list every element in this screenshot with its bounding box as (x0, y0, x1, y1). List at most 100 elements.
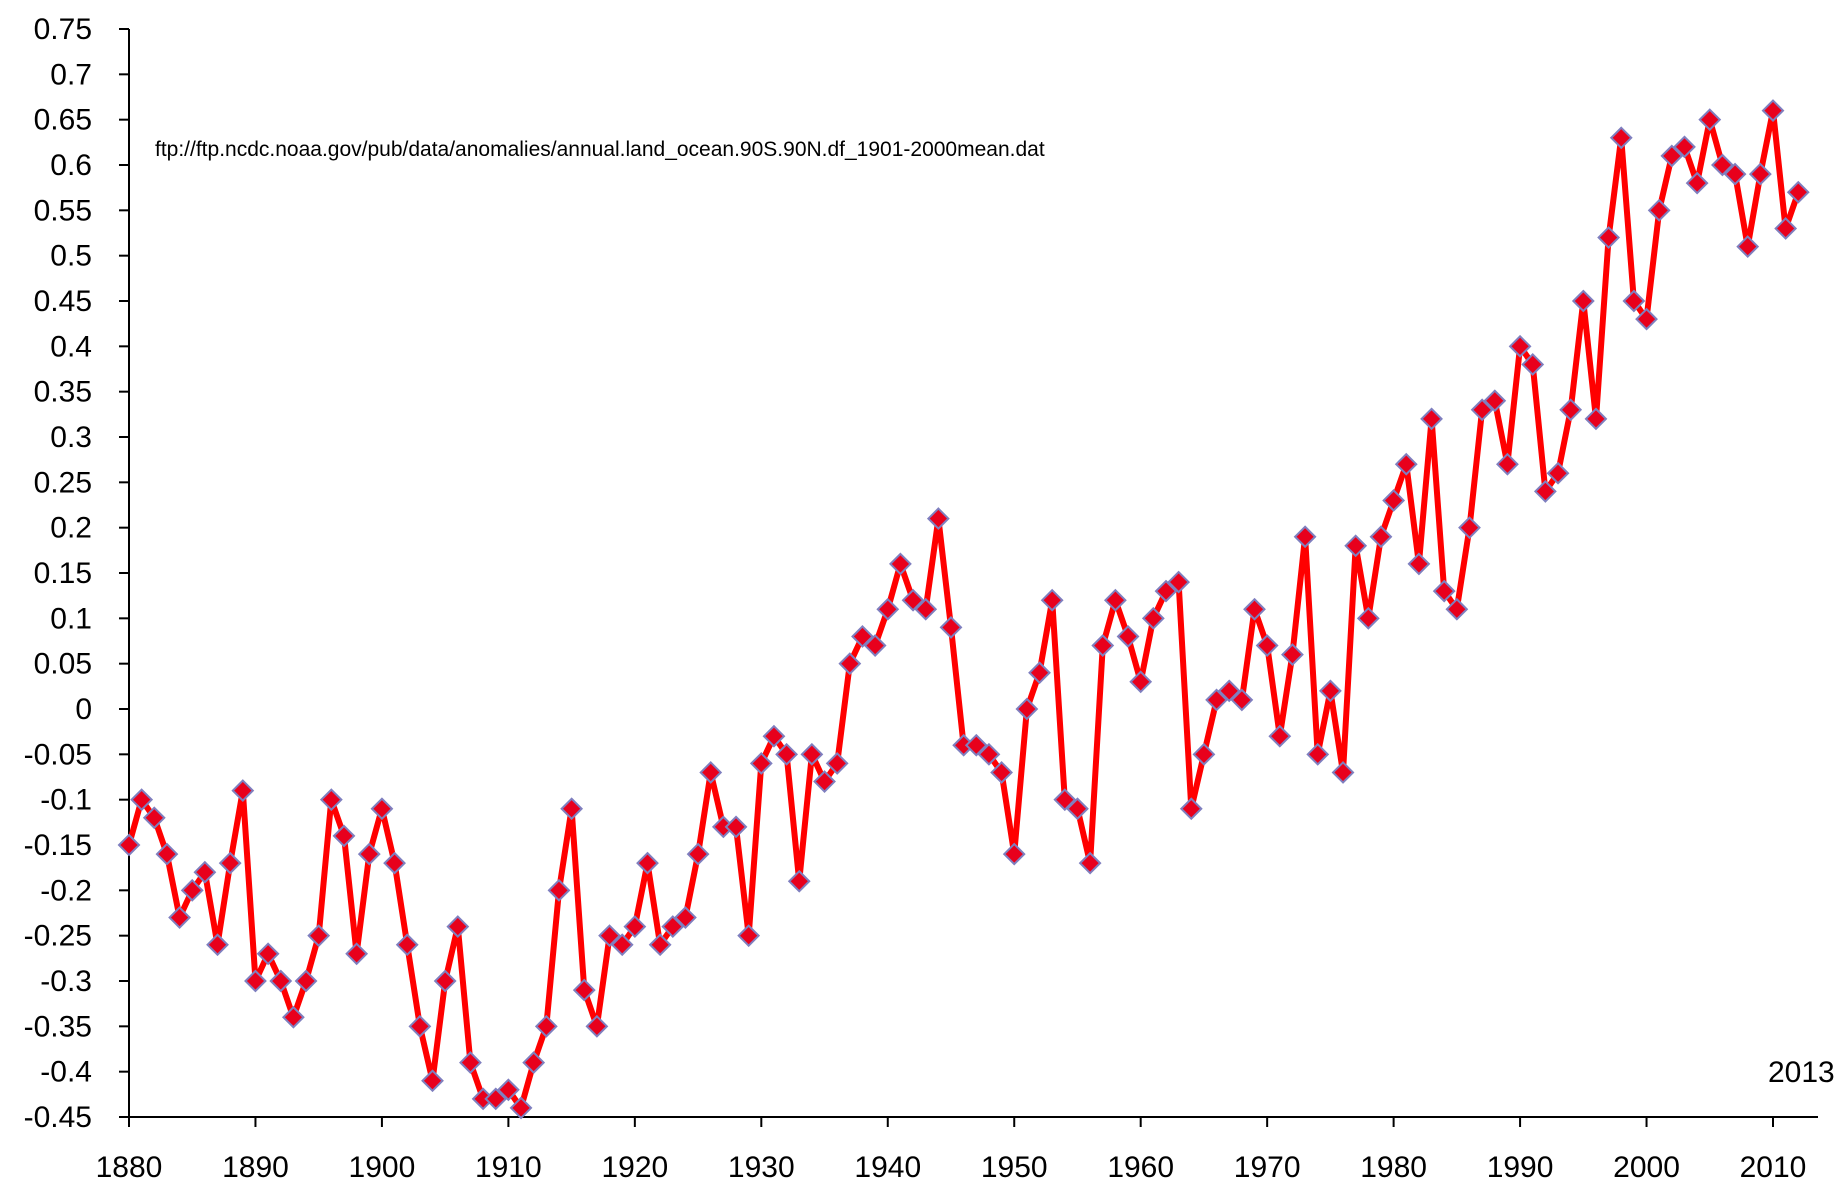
data-point-marker (1673, 135, 1696, 159)
y-tick-label: 0.75 (34, 13, 92, 46)
data-point-marker (1521, 353, 1545, 376)
x-tick-label: 1890 (222, 1151, 289, 1184)
y-tick-label: 0.35 (34, 376, 92, 409)
y-tick-label: 0.25 (34, 466, 92, 499)
data-point-marker (1192, 742, 1216, 766)
data-point-marker (1622, 289, 1646, 313)
data-point-marker (1685, 171, 1709, 195)
data-point-marker (155, 842, 179, 866)
data-point-marker (610, 933, 634, 957)
data-point-marker (1028, 661, 1051, 685)
data-point-marker (180, 878, 204, 902)
data-point-marker (1748, 162, 1772, 186)
x-tick-label: 1900 (349, 1151, 416, 1184)
data-point-marker (1318, 679, 1342, 703)
data-point-marker (1774, 217, 1798, 240)
x-tick-label: 1880 (96, 1151, 163, 1184)
x-tick-label: 1980 (1360, 1151, 1427, 1184)
data-point-marker (686, 842, 710, 866)
data-point-marker (585, 1014, 609, 1038)
y-tick-label: -0.1 (40, 784, 92, 817)
data-point-marker (1660, 144, 1684, 168)
data-point-marker (1103, 588, 1127, 612)
data-point-marker (749, 751, 773, 775)
data-point-marker (623, 915, 647, 939)
data-point-marker (1445, 597, 1469, 621)
data-point-marker (1129, 670, 1153, 694)
data-point-marker (1736, 235, 1760, 259)
data-point-marker (1116, 625, 1140, 648)
data-point-marker (762, 724, 786, 748)
x-tick-label: 1910 (475, 1151, 542, 1184)
data-point-marker (699, 761, 723, 784)
data-point-marker (1255, 634, 1279, 657)
data-point-marker (1533, 479, 1557, 503)
data-point-marker (825, 751, 849, 775)
y-tick-label: 0 (75, 693, 92, 726)
data-point-marker (1470, 398, 1494, 422)
data-point-marker (889, 552, 912, 576)
data-point-marker (1356, 606, 1380, 630)
data-point-marker (1496, 452, 1519, 476)
series-anomaly (117, 99, 1810, 1120)
data-point-marker (1394, 452, 1418, 476)
data-point-marker (648, 933, 672, 957)
y-tick-label: 0.65 (34, 104, 92, 137)
y-tick-label: 0.15 (34, 557, 92, 590)
data-point-marker (1053, 788, 1077, 812)
data-point-marker (1040, 588, 1064, 612)
data-point-marker (1559, 398, 1583, 422)
data-point-marker (1382, 489, 1406, 512)
data-point-marker (1331, 761, 1355, 784)
data-point-marker (1205, 688, 1228, 712)
data-point-marker (269, 969, 293, 993)
data-point-marker (496, 1078, 520, 1102)
data-point-marker (914, 597, 938, 621)
data-point-marker (787, 869, 811, 893)
data-point-marker (1609, 126, 1633, 150)
data-point-marker (244, 969, 267, 993)
data-point-marker (1369, 525, 1393, 549)
data-point-marker (800, 742, 824, 766)
data-point-marker (1230, 688, 1254, 712)
x-tick-label: 2010 (1740, 1151, 1807, 1184)
data-point-marker (813, 770, 836, 793)
data-point-marker (1571, 289, 1595, 313)
data-point-marker (926, 507, 950, 531)
y-tick-label: 0.3 (50, 421, 92, 454)
data-point-marker (130, 788, 154, 812)
data-point-marker (661, 915, 685, 939)
data-point-marker (737, 924, 761, 948)
y-tick-label: -0.4 (40, 1056, 92, 1089)
data-point-marker (964, 733, 988, 757)
y-tick-label: 0.2 (50, 512, 92, 545)
data-point-marker (1243, 597, 1266, 621)
data-point-marker (598, 924, 621, 948)
data-point-marker (1306, 742, 1330, 766)
data-point-marker (1141, 606, 1165, 630)
data-point-marker (1711, 153, 1734, 177)
data-point-marker (901, 588, 925, 612)
data-point-marker (1015, 697, 1039, 721)
data-point-marker (522, 1051, 546, 1075)
data-point-marker (1217, 679, 1241, 703)
data-point-marker (838, 652, 862, 676)
data-point-marker (142, 806, 166, 830)
data-point-marker (206, 933, 229, 957)
data-point-marker (851, 625, 874, 648)
data-point-marker (724, 815, 748, 839)
data-point-marker (1597, 226, 1621, 249)
data-point-marker (1508, 334, 1532, 358)
series-line (126, 107, 1802, 1111)
data-point-marker (408, 1014, 432, 1038)
data-point-marker (231, 779, 255, 803)
data-point-marker (370, 797, 394, 821)
y-tick-label: -0.05 (24, 738, 92, 771)
x-tick-label: 1930 (728, 1151, 795, 1184)
data-point-marker (990, 761, 1013, 784)
data-point-marker (775, 742, 799, 766)
data-point-marker (446, 915, 470, 939)
data-point-marker (307, 924, 331, 948)
data-point-marker (1647, 198, 1671, 222)
data-point-marker (459, 1051, 482, 1075)
